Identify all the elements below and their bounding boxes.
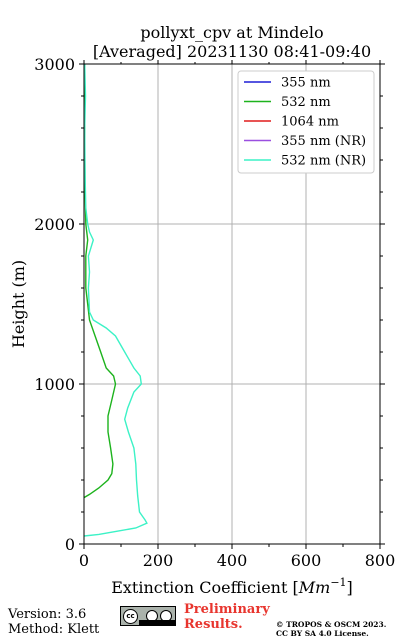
series-line-532-nm-nr- xyxy=(83,63,148,537)
y-tick-label: 0 xyxy=(65,535,75,554)
legend-label: 532 nm (NR) xyxy=(281,154,366,169)
x-tick-label: 400 xyxy=(217,551,248,570)
legend-box xyxy=(237,70,375,174)
series-lines xyxy=(83,63,148,537)
chart-title-line2: [Averaged] 20231130 08:41-09:40 xyxy=(93,42,371,61)
copyright-line2: CC BY SA 4.0 License. xyxy=(276,629,369,638)
x-axis-ticks: 0 200 400 600 800 xyxy=(79,60,395,570)
legend-label: 532 nm xyxy=(281,95,331,110)
y-axis-ticks: 0 1000 2000 3000 xyxy=(34,55,385,554)
legend: 355 nm 532 nm 1064 nm 355 nm (NR) 532 nm (NR… xyxy=(237,70,375,174)
x-axis-label: Extinction Coefficient [Mm−1] xyxy=(111,576,353,597)
cc-by-sa-logo-icon: cc xyxy=(120,606,176,626)
x-tick-label: 800 xyxy=(365,551,396,570)
y-tick-label: 1000 xyxy=(34,375,75,394)
x-axis-label-unit: Mm xyxy=(298,578,331,597)
cc-circle-icon: cc xyxy=(123,609,138,624)
x-axis-label-suffix: ] xyxy=(347,578,353,597)
preliminary-line2: Results. xyxy=(184,617,243,632)
y-tick-label: 3000 xyxy=(34,55,75,74)
copyright-line1: © TROPOS & OSCM 2023. xyxy=(276,620,387,629)
x-tick-label: 200 xyxy=(143,551,174,570)
legend-label: 355 nm (NR) xyxy=(281,134,366,149)
x-axis-label-exponent: −1 xyxy=(330,576,346,589)
chart-title-line1: pollyxt_cpv at Mindelo xyxy=(140,23,323,42)
legend-label: 1064 nm xyxy=(281,115,339,130)
method-text: Method: Klett xyxy=(8,622,100,637)
plot-frame xyxy=(83,63,381,545)
x-tick-label: 600 xyxy=(291,551,322,570)
y-axis-label: Height (m) xyxy=(9,260,28,348)
preliminary-notice: Preliminary Results. xyxy=(184,602,270,632)
version-info: Version: 3.6 Method: Klett xyxy=(8,607,99,637)
version-text: Version: 3.6 xyxy=(8,607,87,622)
series-line-532-nm xyxy=(83,64,117,499)
y-tick-label: 2000 xyxy=(34,215,75,234)
cc-badge-strip xyxy=(139,620,175,625)
legend-label: 355 nm xyxy=(281,76,331,91)
x-tick-label: 0 xyxy=(79,551,89,570)
copyright-notice: © TROPOS & OSCM 2023. CC BY SA 4.0 Licen… xyxy=(276,620,386,638)
preliminary-line1: Preliminary xyxy=(184,602,270,617)
x-axis-label-prefix: Extinction Coefficient [ xyxy=(111,578,299,597)
